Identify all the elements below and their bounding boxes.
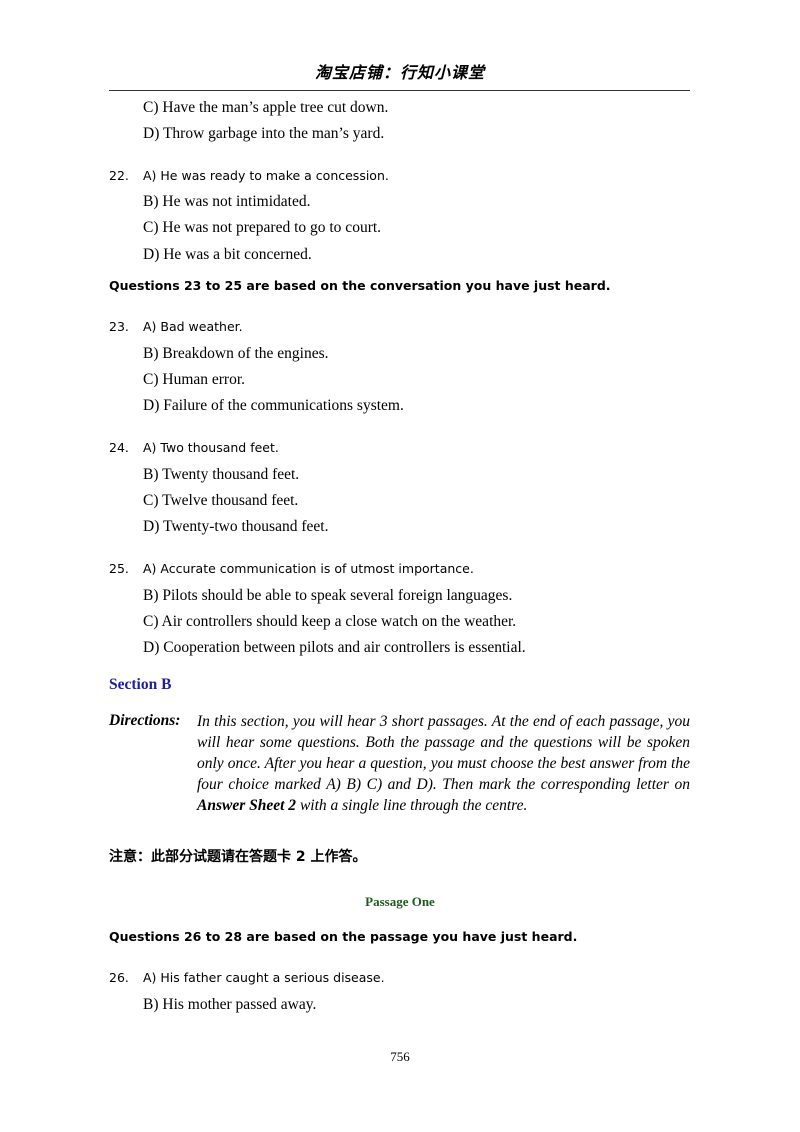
option-22c: C) He was not prepared to go to court. — [143, 219, 382, 236]
option-24b: B) Twenty thousand feet. — [143, 466, 300, 483]
option-23d: D) Failure of the communications system. — [143, 397, 404, 414]
option-22d: D) He was a bit concerned. — [143, 246, 312, 263]
questions-23-25-heading: Questions 23 to 25 are based on the conv… — [109, 278, 611, 293]
option-25c: C) Air controllers should keep a close w… — [143, 613, 517, 630]
option-25d: D) Cooperation between pilots and air co… — [143, 639, 526, 656]
option-24c: C) Twelve thousand feet. — [143, 492, 299, 509]
section-b-title: Section B — [109, 676, 172, 693]
question-number-22: 22. — [109, 168, 129, 183]
option-23a: A) Bad weather. — [143, 319, 243, 334]
option-25b: B) Pilots should be able to speak severa… — [143, 587, 513, 604]
option-23b: B) Breakdown of the engines. — [143, 345, 329, 362]
option-24a: A) Two thousand feet. — [143, 440, 279, 455]
question-number-24: 24. — [109, 440, 129, 455]
option-21c: C) Have the man’s apple tree cut down. — [143, 99, 389, 116]
page-header: 淘宝店铺：行知小课堂 — [314, 63, 485, 82]
page-number: 756 — [390, 1049, 410, 1064]
answer-sheet-reference: Answer Sheet 2 — [197, 797, 297, 814]
directions-label: Directions: — [109, 712, 181, 729]
directions-text-part: with a single line through the centre. — [296, 797, 528, 814]
header-rule — [109, 90, 690, 91]
question-number-26: 26. — [109, 970, 129, 985]
option-22a: A) He was ready to make a concession. — [143, 168, 389, 183]
option-23c: C) Human error. — [143, 371, 246, 388]
answer-note: 注意：此部分试题请在答题卡 2 上作答。 — [109, 849, 367, 865]
option-25a: A) Accurate communication is of utmost i… — [143, 561, 474, 576]
option-22b: B) He was not intimidated. — [143, 193, 311, 210]
passage-title: Passage One — [365, 894, 435, 909]
option-26b: B) His mother passed away. — [143, 996, 317, 1013]
option-24d: D) Twenty-two thousand feet. — [143, 518, 329, 535]
question-number-25: 25. — [109, 561, 129, 576]
directions-text: In this section, you will hear 3 short p… — [197, 711, 690, 816]
question-number-23: 23. — [109, 319, 129, 334]
option-21d: D) Throw garbage into the man’s yard. — [143, 125, 385, 142]
directions-text-part: In this section, you will hear 3 short p… — [197, 713, 690, 793]
questions-26-28-heading: Questions 26 to 28 are based on the pass… — [109, 929, 578, 944]
option-26a: A) His father caught a serious disease. — [143, 970, 385, 985]
